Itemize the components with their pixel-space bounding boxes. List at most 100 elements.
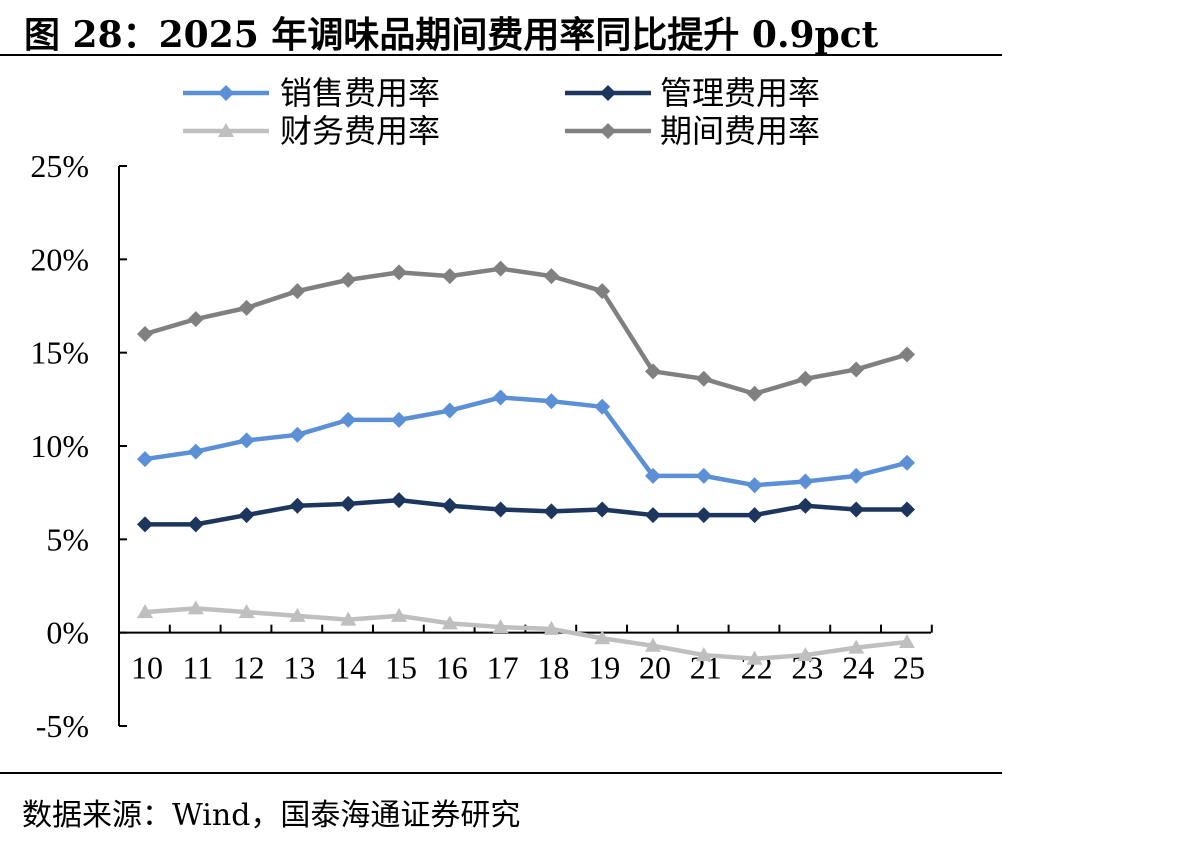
data-point [899,634,915,648]
y-tick-label: 5% [46,521,89,557]
legend-marker [218,123,234,137]
data-point [594,630,611,645]
x-tick-label: 11 [182,650,213,686]
data-point [492,619,509,634]
data-point [340,611,357,626]
data-point [645,637,661,652]
data-point [238,604,255,619]
x-tick-label: 24 [842,650,874,686]
legend-entry: 销售费用率 [183,74,440,112]
data-point [848,361,865,378]
data-point [594,501,611,518]
data-point [391,607,407,622]
x-tick-label: 12 [233,650,265,686]
data-point [746,477,763,494]
data-point [492,260,509,277]
data-point [238,299,255,316]
x-tick-label: 25 [893,650,925,686]
data-point [543,503,560,520]
y-tick-label: -5% [36,708,89,744]
data-point [187,600,204,615]
x-tick-label: 20 [639,650,671,686]
y-tick-label: 20% [30,241,89,277]
data-point [746,650,763,665]
x-tick-label: 15 [385,650,417,686]
data-point [340,271,357,288]
data-point [441,615,458,630]
x-tick-label: 10 [131,650,163,686]
series-line [144,606,908,662]
data-point [137,326,153,342]
chart-title: 图 28：2025 年调味品期间费用率同比提升 0.9pct [24,14,879,56]
series-3 [137,600,915,665]
data-point [899,454,915,471]
data-point [289,426,306,443]
y-tick-label: 10% [30,428,89,464]
data-point [492,501,509,518]
source-rule [0,772,1002,774]
legend-entry: 管理费用率 [565,74,820,112]
y-tick-label: 15% [30,335,89,371]
data-point [848,639,865,654]
data-point [340,495,357,512]
legend-label: 销售费用率 [280,74,440,112]
y-tick-label: 0% [46,615,89,651]
x-tick-label: 19 [588,650,620,686]
data-point [340,411,357,428]
data-point [187,443,204,460]
legend-marker [600,123,616,139]
x-tick-label: 13 [283,650,315,686]
y-tick-label: 25% [30,148,89,184]
data-point [289,497,306,514]
data-point [391,492,407,509]
legend-label: 财务费用率 [280,112,440,150]
title-rule [0,54,1002,56]
data-point [187,311,204,328]
data-point [848,467,865,484]
series-4 [137,260,915,402]
x-tick-label: 16 [436,650,468,686]
data-point [746,507,763,524]
data-point [543,268,560,285]
data-point [238,432,255,449]
data-point [391,411,407,428]
series-line [144,395,908,488]
data-point [441,268,458,285]
data-point [543,393,560,410]
data-point [441,402,458,419]
x-tick-label: 14 [334,650,366,686]
data-point [695,370,712,387]
x-tick-label: 17 [487,650,519,686]
data-point [492,389,509,406]
data-point [289,607,306,622]
legend-label: 期间费用率 [660,112,820,150]
data-point [137,516,153,533]
data-point [137,451,153,468]
legend-marker [600,85,616,101]
data-point [695,467,712,484]
series-line [144,266,908,396]
data-point [543,620,560,635]
data-point [391,264,407,281]
data-point [645,363,661,380]
legend-marker [218,85,234,101]
series-line [145,497,907,527]
data-point [797,370,814,387]
data-point [848,501,865,518]
axes: -5% 0% 5% 10% 15% 20% 25% 10 11 12 13 14 15 16 17 18 19 2… [30,148,933,744]
data-point [594,283,611,300]
data-point [797,497,814,514]
plot-area [137,260,915,665]
data-point [238,507,255,524]
data-point [187,516,204,533]
series-2 [137,492,915,533]
data-point [797,647,814,662]
data-point [441,497,458,514]
data-point [746,385,763,402]
source-note: 数据来源：Wind，国泰海通证券研究 [22,798,521,833]
legend-label: 管理费用率 [660,74,820,112]
legend-entry: 期间费用率 [565,112,820,150]
data-point [797,473,814,490]
data-point [645,467,661,484]
